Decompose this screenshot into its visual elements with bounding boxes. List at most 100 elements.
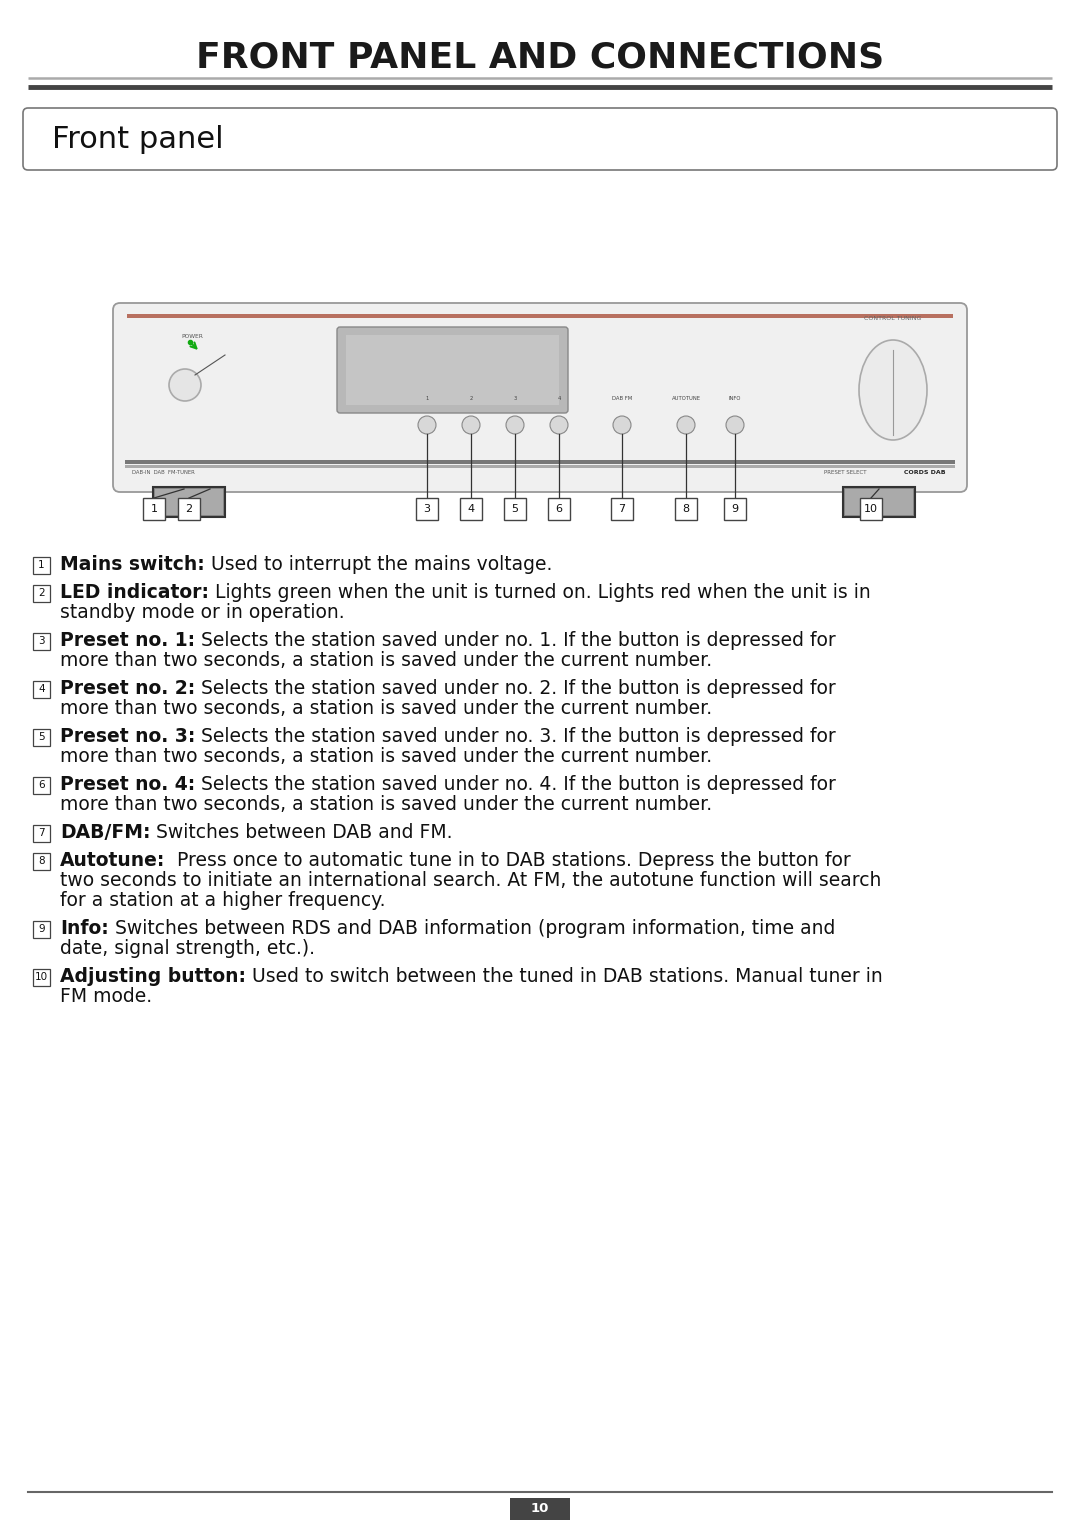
Text: FRONT PANEL AND CONNECTIONS: FRONT PANEL AND CONNECTIONS [195,41,885,75]
Text: Selects the station saved under no. 3. If the button is depressed for: Selects the station saved under no. 3. I… [195,727,836,747]
Text: 10: 10 [35,972,49,983]
Bar [125,460,955,465]
FancyBboxPatch shape [33,969,50,986]
Text: 10: 10 [864,504,878,513]
FancyBboxPatch shape [33,729,50,746]
Text: 1: 1 [38,559,44,570]
Text: Info:: Info: [60,920,109,938]
Bar [510,1497,570,1520]
Text: Used to switch between the tuned in DAB stations. Manual tuner in: Used to switch between the tuned in DAB … [246,967,882,987]
Text: date, signal strength, etc.).: date, signal strength, etc.). [60,940,315,958]
Circle shape [677,416,696,434]
FancyBboxPatch shape [23,108,1057,170]
Text: CONTROL TUNING: CONTROL TUNING [864,315,921,321]
Text: 2: 2 [38,588,44,597]
FancyBboxPatch shape [33,556,50,573]
FancyBboxPatch shape [113,303,967,492]
FancyBboxPatch shape [33,633,50,649]
Text: 6: 6 [555,504,563,513]
FancyBboxPatch shape [33,853,50,869]
Text: 2: 2 [186,504,192,513]
Text: 4: 4 [38,685,44,694]
Text: for a station at a higher frequency.: for a station at a higher frequency. [60,891,386,911]
Text: Autotune:: Autotune: [60,851,165,871]
FancyBboxPatch shape [724,498,746,520]
Text: 7: 7 [619,504,625,513]
Circle shape [462,416,480,434]
Text: 8: 8 [683,504,689,513]
Text: Used to interrupt the mains voltage.: Used to interrupt the mains voltage. [205,556,552,575]
FancyBboxPatch shape [33,920,50,938]
FancyBboxPatch shape [611,498,633,520]
Text: 8: 8 [38,856,44,866]
Bar [127,313,953,318]
FancyBboxPatch shape [33,825,50,842]
Text: 3: 3 [513,396,516,400]
Text: more than two seconds, a station is saved under the current number.: more than two seconds, a station is save… [60,796,712,814]
Text: Mains switch:: Mains switch: [60,556,205,575]
Text: LED indicator:: LED indicator: [60,584,210,602]
Text: 5: 5 [512,504,518,513]
Text: DAB-IN  DAB  FM-TUNER: DAB-IN DAB FM-TUNER [132,471,194,475]
Text: 9: 9 [38,924,44,934]
Text: Adjusting button:: Adjusting button: [60,967,246,987]
Text: 10: 10 [530,1502,550,1516]
Bar [845,489,913,515]
Text: 6: 6 [38,779,44,790]
FancyBboxPatch shape [675,498,697,520]
FancyBboxPatch shape [33,680,50,697]
Text: AUTOTUNE: AUTOTUNE [672,396,701,400]
Text: 1: 1 [426,396,429,400]
Text: Preset no. 2:: Preset no. 2: [60,680,195,698]
Text: Switches between RDS and DAB information (program information, time and: Switches between RDS and DAB information… [109,920,835,938]
Text: 2: 2 [470,396,473,400]
Text: INFO: INFO [729,396,741,400]
Bar [843,487,915,516]
FancyBboxPatch shape [33,776,50,793]
Text: Selects the station saved under no. 2. If the button is depressed for: Selects the station saved under no. 2. I… [195,680,836,698]
Circle shape [550,416,568,434]
Text: Front panel: Front panel [52,125,224,154]
FancyBboxPatch shape [548,498,570,520]
Text: FM mode.: FM mode. [60,987,152,1007]
Text: 3: 3 [423,504,431,513]
FancyBboxPatch shape [860,498,882,520]
Bar [153,487,225,516]
Text: Selects the station saved under no. 4. If the button is depressed for: Selects the station saved under no. 4. I… [195,776,836,795]
Circle shape [507,416,524,434]
Text: PRESET SELECT: PRESET SELECT [824,471,866,475]
Text: Press once to automatic tune in to DAB stations. Depress the button for: Press once to automatic tune in to DAB s… [165,851,851,871]
Text: Lights green when the unit is turned on. Lights red when the unit is in: Lights green when the unit is turned on.… [210,584,870,602]
Bar [125,465,955,468]
Text: 3: 3 [38,636,44,646]
Ellipse shape [859,341,927,440]
Text: 1: 1 [150,504,158,513]
Text: more than two seconds, a station is saved under the current number.: more than two seconds, a station is save… [60,700,712,718]
Text: 4: 4 [468,504,474,513]
Text: 7: 7 [38,828,44,837]
FancyBboxPatch shape [460,498,482,520]
FancyBboxPatch shape [143,498,165,520]
Text: Switches between DAB and FM.: Switches between DAB and FM. [150,824,453,842]
Text: DAB/FM:: DAB/FM: [60,824,150,842]
Text: DAB FM: DAB FM [612,396,632,400]
FancyBboxPatch shape [33,585,50,602]
FancyBboxPatch shape [416,498,438,520]
Text: Selects the station saved under no. 1. If the button is depressed for: Selects the station saved under no. 1. I… [195,631,836,651]
Circle shape [613,416,631,434]
Text: more than two seconds, a station is saved under the current number.: more than two seconds, a station is save… [60,747,712,767]
Text: more than two seconds, a station is saved under the current number.: more than two seconds, a station is save… [60,651,712,671]
Text: 5: 5 [38,732,44,743]
Text: 4: 4 [557,396,561,400]
Circle shape [168,368,201,400]
Bar [156,489,222,515]
FancyBboxPatch shape [178,498,200,520]
Text: standby mode or in operation.: standby mode or in operation. [60,604,345,622]
Text: Preset no. 3:: Preset no. 3: [60,727,195,747]
Text: CORDS DAB: CORDS DAB [904,471,946,475]
Text: Preset no. 4:: Preset no. 4: [60,776,195,795]
Bar [346,335,559,405]
Text: POWER: POWER [181,335,203,339]
Circle shape [418,416,436,434]
Text: Preset no. 1:: Preset no. 1: [60,631,195,651]
